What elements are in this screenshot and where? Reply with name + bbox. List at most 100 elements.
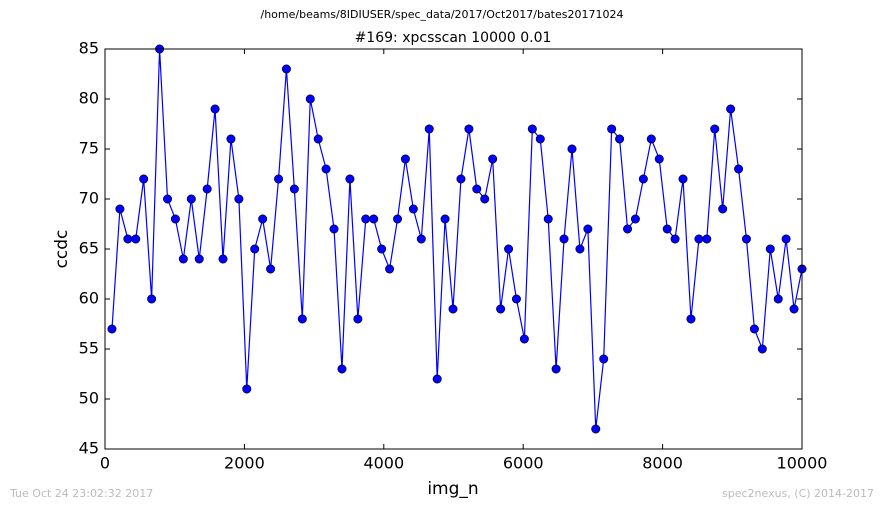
point bbox=[321, 164, 331, 174]
point bbox=[646, 134, 656, 144]
y-tick-label: 65 bbox=[79, 239, 99, 258]
point bbox=[599, 354, 609, 364]
point bbox=[551, 364, 561, 374]
point bbox=[337, 364, 347, 374]
point bbox=[623, 224, 633, 234]
x-tick-label: 10000 bbox=[777, 454, 828, 473]
y-tick-label: 75 bbox=[79, 139, 99, 158]
point bbox=[630, 214, 640, 224]
point bbox=[281, 64, 291, 74]
y-tick-label: 85 bbox=[79, 39, 99, 58]
point bbox=[694, 234, 704, 244]
x-tick-label: 8000 bbox=[642, 454, 683, 473]
point bbox=[535, 134, 545, 144]
x-tick-label: 4000 bbox=[363, 454, 404, 473]
y-tick-label: 80 bbox=[79, 89, 99, 108]
point bbox=[527, 124, 537, 134]
point bbox=[377, 244, 387, 254]
y-tick-label: 50 bbox=[79, 389, 99, 408]
point bbox=[432, 374, 442, 384]
point bbox=[393, 214, 403, 224]
point bbox=[591, 424, 601, 434]
point bbox=[543, 214, 553, 224]
point bbox=[258, 214, 268, 224]
point bbox=[559, 234, 569, 244]
point bbox=[765, 244, 775, 254]
chart-title: #169: xpcsscan 10000 0.01 bbox=[355, 30, 552, 46]
point bbox=[250, 244, 260, 254]
point bbox=[440, 214, 450, 224]
x-axis-label: img_n bbox=[427, 479, 478, 499]
point bbox=[416, 234, 426, 244]
point bbox=[424, 124, 434, 134]
point bbox=[511, 294, 521, 304]
point bbox=[353, 314, 363, 324]
footer-left: Tue Oct 24 23:02:32 2017 bbox=[9, 487, 153, 500]
point bbox=[472, 184, 482, 194]
point bbox=[218, 254, 228, 264]
point bbox=[147, 294, 157, 304]
point bbox=[488, 154, 498, 164]
point bbox=[575, 244, 585, 254]
point bbox=[464, 124, 474, 134]
suptitle: /home/beams/8IDIUSER/spec_data/2017/Oct2… bbox=[261, 8, 624, 21]
point bbox=[123, 234, 133, 244]
point bbox=[741, 234, 751, 244]
point bbox=[202, 184, 212, 194]
point bbox=[408, 204, 418, 214]
point bbox=[504, 244, 514, 254]
point bbox=[583, 224, 593, 234]
point bbox=[274, 174, 284, 184]
point bbox=[226, 134, 236, 144]
point bbox=[662, 224, 672, 234]
y-tick-label: 70 bbox=[79, 189, 99, 208]
point bbox=[734, 164, 744, 174]
y-tick-label: 60 bbox=[79, 289, 99, 308]
point bbox=[781, 234, 791, 244]
point bbox=[749, 324, 759, 334]
x-tick-label: 2000 bbox=[224, 454, 265, 473]
point bbox=[131, 234, 141, 244]
point bbox=[170, 214, 180, 224]
point bbox=[345, 174, 355, 184]
y-tick-label: 55 bbox=[79, 339, 99, 358]
point bbox=[670, 234, 680, 244]
y-tick-label: 45 bbox=[79, 439, 99, 458]
point bbox=[567, 144, 577, 154]
point bbox=[519, 334, 529, 344]
point bbox=[400, 154, 410, 164]
point bbox=[329, 224, 339, 234]
point bbox=[480, 194, 490, 204]
point bbox=[266, 264, 276, 274]
point bbox=[313, 134, 323, 144]
footer-right: spec2nexus, (C) 2014-2017 bbox=[722, 487, 874, 500]
point bbox=[615, 134, 625, 144]
plot-frame bbox=[104, 48, 803, 450]
point bbox=[186, 194, 196, 204]
point bbox=[773, 294, 783, 304]
point bbox=[607, 124, 617, 134]
point bbox=[163, 194, 173, 204]
point bbox=[757, 344, 767, 354]
point bbox=[638, 174, 648, 184]
x-tick-label: 6000 bbox=[503, 454, 544, 473]
point bbox=[178, 254, 188, 264]
point bbox=[234, 194, 244, 204]
point bbox=[496, 304, 506, 314]
point bbox=[385, 264, 395, 274]
point bbox=[369, 214, 379, 224]
y-axis-label: ccdc bbox=[52, 230, 72, 269]
point bbox=[305, 94, 315, 104]
point bbox=[361, 214, 371, 224]
point bbox=[115, 204, 125, 214]
point bbox=[789, 304, 799, 314]
point bbox=[210, 104, 220, 114]
point bbox=[107, 324, 117, 334]
point bbox=[242, 384, 252, 394]
point bbox=[456, 174, 466, 184]
point bbox=[710, 124, 720, 134]
point bbox=[686, 314, 696, 324]
point bbox=[139, 174, 149, 184]
